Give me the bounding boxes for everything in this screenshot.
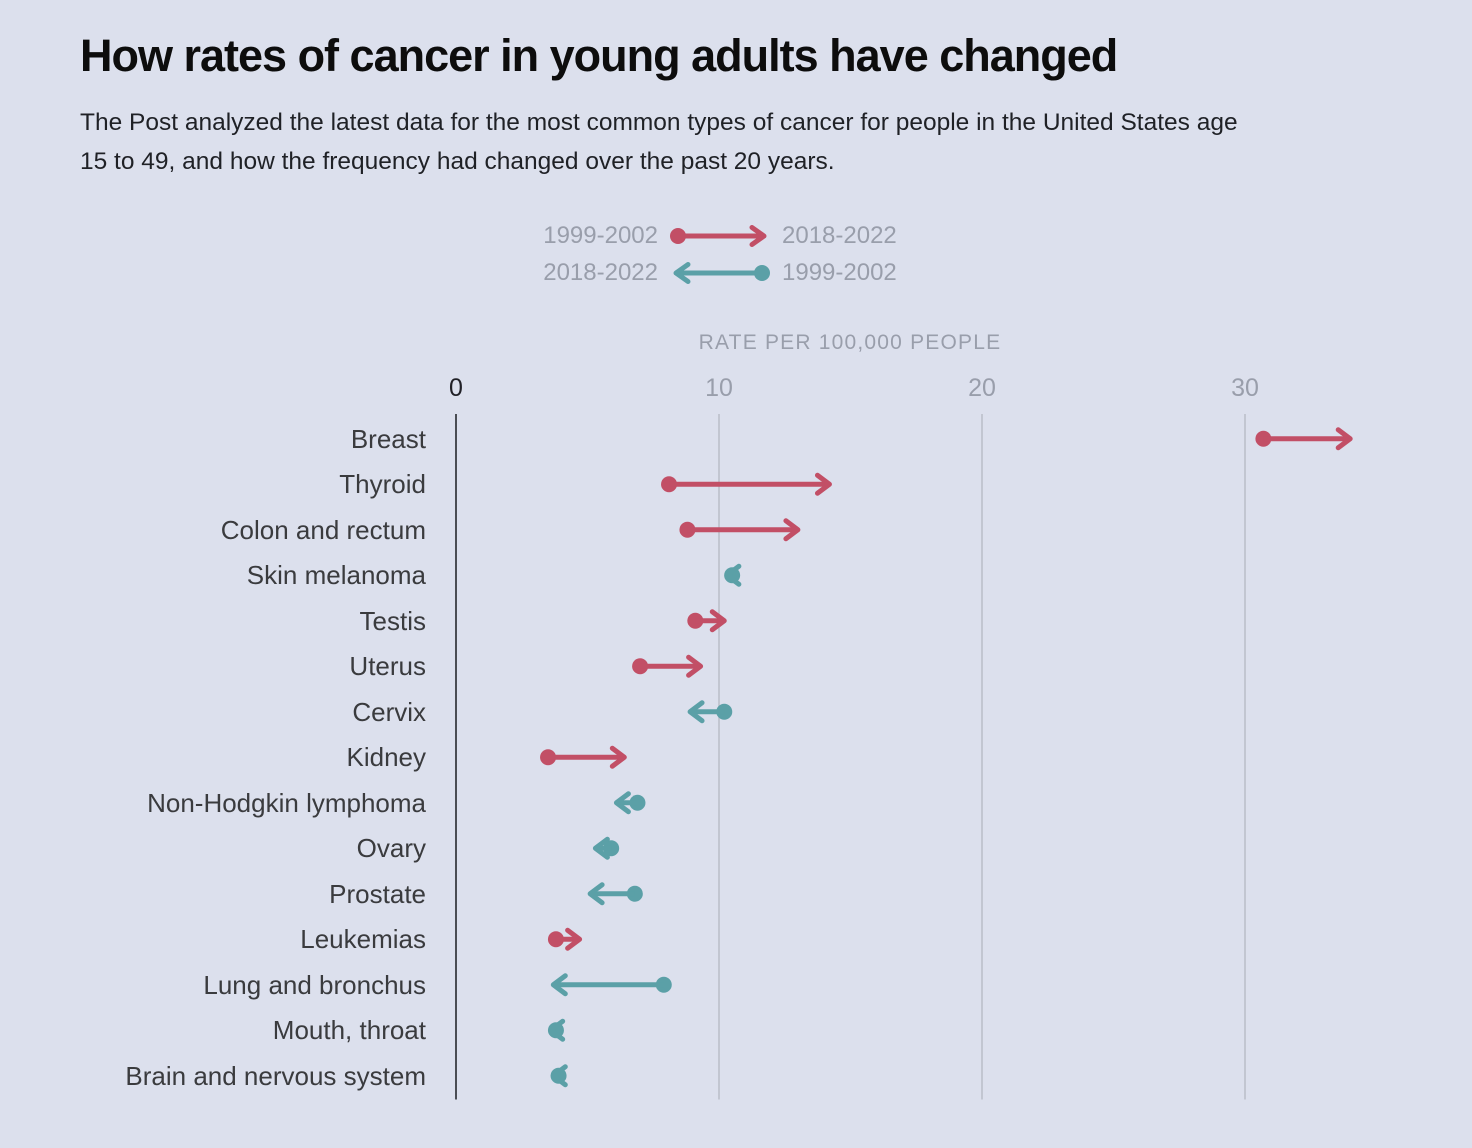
arrow-mark-cervix bbox=[687, 700, 733, 724]
legend-increase-end-label: 2018-2022 bbox=[782, 222, 897, 249]
decrease-arrow-icon bbox=[673, 261, 770, 284]
page-subtitle: The Post analyzed the latest data for th… bbox=[80, 109, 1238, 175]
arrow-mark-uterus bbox=[632, 654, 704, 678]
category-label-kidney: Kidney bbox=[346, 742, 427, 773]
increase-arrow-icon bbox=[670, 224, 767, 247]
arrow-mark-mouth-throat bbox=[547, 1018, 566, 1042]
arrow-mark-kidney bbox=[540, 745, 627, 769]
legend-row-increase: 1999-2002 2018-2022 bbox=[543, 217, 897, 254]
category-label-skin-melanoma: Skin melanoma bbox=[246, 560, 426, 591]
category-label-lung-and-bronchus: Lung and bronchus bbox=[203, 969, 426, 1000]
legend-row-decrease: 2018-2022 1999-2002 bbox=[543, 254, 897, 291]
category-label-mouth-throat: Mouth, throat bbox=[272, 1015, 426, 1046]
arrow-mark-leukemias bbox=[547, 927, 583, 951]
tick-label-20: 20 bbox=[968, 374, 996, 402]
arrow-mark-ovary bbox=[592, 836, 620, 860]
tick-label-30: 30 bbox=[1231, 374, 1259, 402]
category-label-cervix: Cervix bbox=[352, 696, 426, 727]
arrow-mark-skin-melanoma bbox=[724, 563, 742, 587]
category-label-thyroid: Thyroid bbox=[339, 469, 426, 500]
arrow-mark-colon-and-rectum bbox=[679, 518, 801, 542]
legend-increase-start-label: 1999-2002 bbox=[543, 222, 658, 249]
tick-label-10: 10 bbox=[705, 374, 733, 402]
category-label-brain-and-nervous-system: Brain and nervous system bbox=[125, 1060, 426, 1091]
category-label-prostate: Prostate bbox=[329, 878, 426, 909]
arrow-mark-breast bbox=[1255, 427, 1353, 451]
arrow-mark-testis bbox=[687, 609, 727, 633]
arrow-mark-lung-and-bronchus bbox=[550, 973, 672, 997]
tick-label-0: 0 bbox=[449, 374, 463, 402]
category-label-non-hodgkin-lymphoma: Non-Hodgkin lymphoma bbox=[147, 787, 426, 818]
arrow-mark-non-hodgkin-lymphoma bbox=[613, 791, 646, 815]
category-label-ovary: Ovary bbox=[356, 833, 426, 864]
page-title: How rates of cancer in young adults have… bbox=[80, 30, 1118, 81]
legend-decrease-end-label: 2018-2022 bbox=[543, 259, 658, 286]
category-label-colon-and-rectum: Colon and rectum bbox=[220, 514, 426, 545]
x-axis-tick-labels: 0 10 20 30 bbox=[0, 374, 1472, 404]
category-label-leukemias: Leukemias bbox=[300, 924, 426, 955]
category-label-breast: Breast bbox=[350, 423, 426, 454]
arrow-mark-brain-and-nervous-system bbox=[550, 1064, 568, 1088]
legend-decrease-start-label: 1999-2002 bbox=[782, 259, 897, 286]
x-axis-title: RATE PER 100,000 PEOPLE bbox=[698, 331, 1002, 354]
category-label-testis: Testis bbox=[359, 605, 426, 636]
arrow-mark-thyroid bbox=[661, 472, 832, 496]
arrow-mark-prostate bbox=[587, 882, 643, 906]
legend: 1999-2002 2018-2022 2018-2022 1999-2002 bbox=[420, 217, 1020, 291]
category-label-uterus: Uterus bbox=[349, 651, 426, 682]
